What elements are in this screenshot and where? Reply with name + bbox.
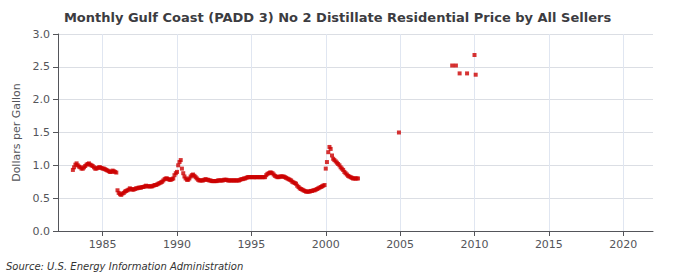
svg-text:0.0: 0.0 — [33, 225, 51, 238]
svg-text:2015: 2015 — [535, 238, 563, 251]
svg-text:2010: 2010 — [461, 238, 489, 251]
svg-text:2020: 2020 — [609, 238, 637, 251]
svg-text:2005: 2005 — [386, 238, 414, 251]
svg-text:2000: 2000 — [312, 238, 340, 251]
svg-text:2.5: 2.5 — [33, 60, 51, 73]
svg-text:1985: 1985 — [89, 238, 117, 251]
svg-text:1.5: 1.5 — [33, 126, 51, 139]
svg-text:3.0: 3.0 — [33, 28, 51, 41]
svg-text:Dollars per Gallon: Dollars per Gallon — [10, 83, 23, 182]
svg-text:Monthly Gulf Coast (PADD 3) No: Monthly Gulf Coast (PADD 3) No 2 Distill… — [64, 10, 611, 25]
svg-text:0.5: 0.5 — [33, 192, 51, 205]
svg-text:1995: 1995 — [237, 238, 265, 251]
svg-text:1.0: 1.0 — [33, 159, 51, 172]
svg-text:1990: 1990 — [163, 238, 191, 251]
svg-text:2.0: 2.0 — [33, 93, 51, 106]
svg-text:Source: U.S. Energy Informatio: Source: U.S. Energy Information Administ… — [6, 261, 243, 272]
